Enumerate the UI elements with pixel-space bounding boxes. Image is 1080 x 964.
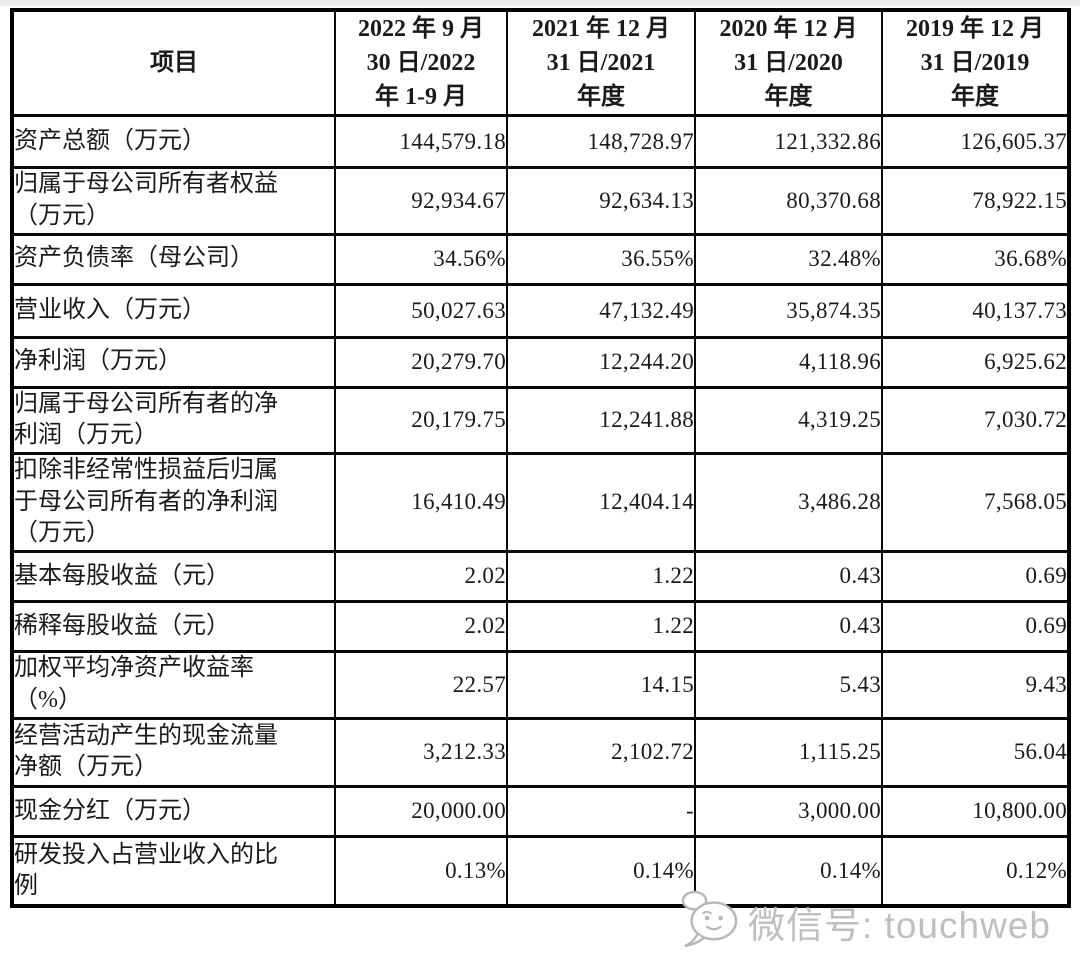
chat-face-icon: [678, 890, 740, 953]
cell-value: 92,934.67: [334, 166, 508, 236]
row-label: 扣除非经常性损益后归属 于母公司所有者的净利润 （万元）: [11, 451, 336, 553]
cell-value: 16,410.49: [334, 451, 508, 553]
column-header-period-2021: 2021 年 12 月 31 日/2021 年度: [506, 8, 696, 118]
cell-value: 40,137.73: [881, 282, 1070, 339]
cell-value: 121,332.86: [694, 114, 883, 170]
table-row: 经营活动产生的现金流量 净额（万元） 3,212.33 2,102.72 1,1…: [11, 716, 1070, 788]
cell-value: 144,579.18: [334, 114, 508, 170]
cell-value: 9.43: [881, 649, 1070, 720]
cell-value: 0.14%: [506, 834, 696, 908]
table-row: 扣除非经常性损益后归属 于母公司所有者的净利润 （万元） 16,410.49 1…: [11, 451, 1070, 553]
table-header-row: 项目 2022 年 9 月 30 日/2022 年 1-9 月 2021 年 1…: [11, 8, 1070, 118]
cell-value: 4,118.96: [694, 335, 883, 389]
cell-value: 12,244.20: [506, 335, 696, 389]
cell-value: 4,319.25: [694, 385, 883, 455]
row-label: 加权平均净资产收益率 （%）: [11, 649, 336, 720]
cell-value: 1.22: [506, 549, 696, 603]
cell-value: 2.02: [334, 549, 508, 603]
cell-value: 12,241.88: [506, 385, 696, 455]
cell-value: 126,605.37: [881, 114, 1070, 170]
row-label: 基本每股收益（元）: [11, 549, 336, 603]
cell-value: 0.43: [694, 599, 883, 653]
row-label: 稀释每股收益（元）: [11, 599, 336, 653]
row-label: 现金分红（万元）: [11, 784, 336, 838]
cell-value: 22.57: [334, 649, 508, 720]
cell-value: 20,279.70: [334, 335, 508, 389]
cell-value: 50,027.63: [334, 282, 508, 339]
cell-value: 35,874.35: [694, 282, 883, 339]
column-header-period-2020: 2020 年 12 月 31 日/2020 年度: [694, 8, 883, 118]
table-row: 营业收入（万元） 50,027.63 47,132.49 35,874.35 4…: [11, 282, 1070, 339]
cell-value: 78,922.15: [881, 166, 1070, 236]
cell-value: 20,000.00: [334, 784, 508, 838]
cell-value: 0.12%: [881, 834, 1070, 908]
cell-value: 34.56%: [334, 232, 508, 286]
column-header-item: 项目: [11, 8, 336, 118]
cell-value: 0.69: [881, 549, 1070, 603]
cell-value: 10,800.00: [881, 784, 1070, 838]
table-row: 基本每股收益（元） 2.02 1.22 0.43 0.69: [11, 549, 1070, 603]
cell-value: 7,030.72: [881, 385, 1070, 455]
cell-value: 0.69: [881, 599, 1070, 653]
cell-value: 56.04: [881, 716, 1070, 788]
table-row: 净利润（万元） 20,279.70 12,244.20 4,118.96 6,9…: [11, 335, 1070, 389]
cell-value: 0.13%: [334, 834, 508, 908]
row-label: 归属于母公司所有者权益 （万元）: [11, 166, 336, 236]
cell-value: 3,486.28: [694, 451, 883, 553]
cell-value: 148,728.97: [506, 114, 696, 170]
table-row: 资产总额（万元） 144,579.18 148,728.97 121,332.8…: [11, 114, 1070, 170]
cell-value: 6,925.62: [881, 335, 1070, 389]
table-row: 研发投入占营业收入的比 例 0.13% 0.14% 0.14% 0.12%: [11, 834, 1070, 908]
cell-value: 0.14%: [694, 834, 883, 908]
watermark: 微信号: touchweb: [678, 890, 1051, 953]
cell-value: -: [506, 784, 696, 838]
row-label: 净利润（万元）: [11, 335, 336, 389]
cell-value: 7,568.05: [881, 451, 1070, 553]
table-row: 稀释每股收益（元） 2.02 1.22 0.43 0.69: [11, 599, 1070, 653]
row-label: 资产总额（万元）: [11, 114, 336, 170]
row-label: 营业收入（万元）: [11, 282, 336, 339]
key-financials-table: 项目 2022 年 9 月 30 日/2022 年 1-9 月 2021 年 1…: [10, 8, 1071, 909]
cell-value: 92,634.13: [506, 166, 696, 236]
cell-value: 80,370.68: [694, 166, 883, 236]
cell-value: 2.02: [334, 599, 508, 653]
cell-value: 36.68%: [881, 232, 1070, 286]
cell-value: 1,115.25: [694, 716, 883, 788]
row-label: 归属于母公司所有者的净 利润（万元）: [11, 385, 336, 455]
row-label: 经营活动产生的现金流量 净额（万元）: [11, 716, 336, 788]
cell-value: 20,179.75: [334, 385, 508, 455]
cell-value: 36.55%: [506, 232, 696, 286]
cell-value: 14.15: [506, 649, 696, 720]
cell-value: 47,132.49: [506, 282, 696, 339]
table-row: 归属于母公司所有者的净 利润（万元） 20,179.75 12,241.88 4…: [11, 385, 1070, 455]
cell-value: 1.22: [506, 599, 696, 653]
cell-value: 2,102.72: [506, 716, 696, 788]
table-row: 归属于母公司所有者权益 （万元） 92,934.67 92,634.13 80,…: [11, 166, 1070, 236]
cell-value: 32.48%: [694, 232, 883, 286]
cell-value: 12,404.14: [506, 451, 696, 553]
table-row: 资产负债率（母公司） 34.56% 36.55% 32.48% 36.68%: [11, 232, 1070, 286]
row-label: 资产负债率（母公司）: [11, 232, 336, 286]
row-label: 研发投入占营业收入的比 例: [11, 834, 336, 908]
column-header-period-2022: 2022 年 9 月 30 日/2022 年 1-9 月: [334, 8, 508, 118]
cell-value: 5.43: [694, 649, 883, 720]
cell-value: 0.43: [694, 549, 883, 603]
cell-value: 3,212.33: [334, 716, 508, 788]
table-row: 加权平均净资产收益率 （%） 22.57 14.15 5.43 9.43: [11, 649, 1070, 720]
table-row: 现金分红（万元） 20,000.00 - 3,000.00 10,800.00: [11, 784, 1070, 838]
scan-edge-strip: [0, 0, 1080, 6]
column-header-period-2019: 2019 年 12 月 31 日/2019 年度: [881, 8, 1070, 118]
cell-value: 3,000.00: [694, 784, 883, 838]
watermark-text: 微信号: touchweb: [748, 904, 1051, 946]
